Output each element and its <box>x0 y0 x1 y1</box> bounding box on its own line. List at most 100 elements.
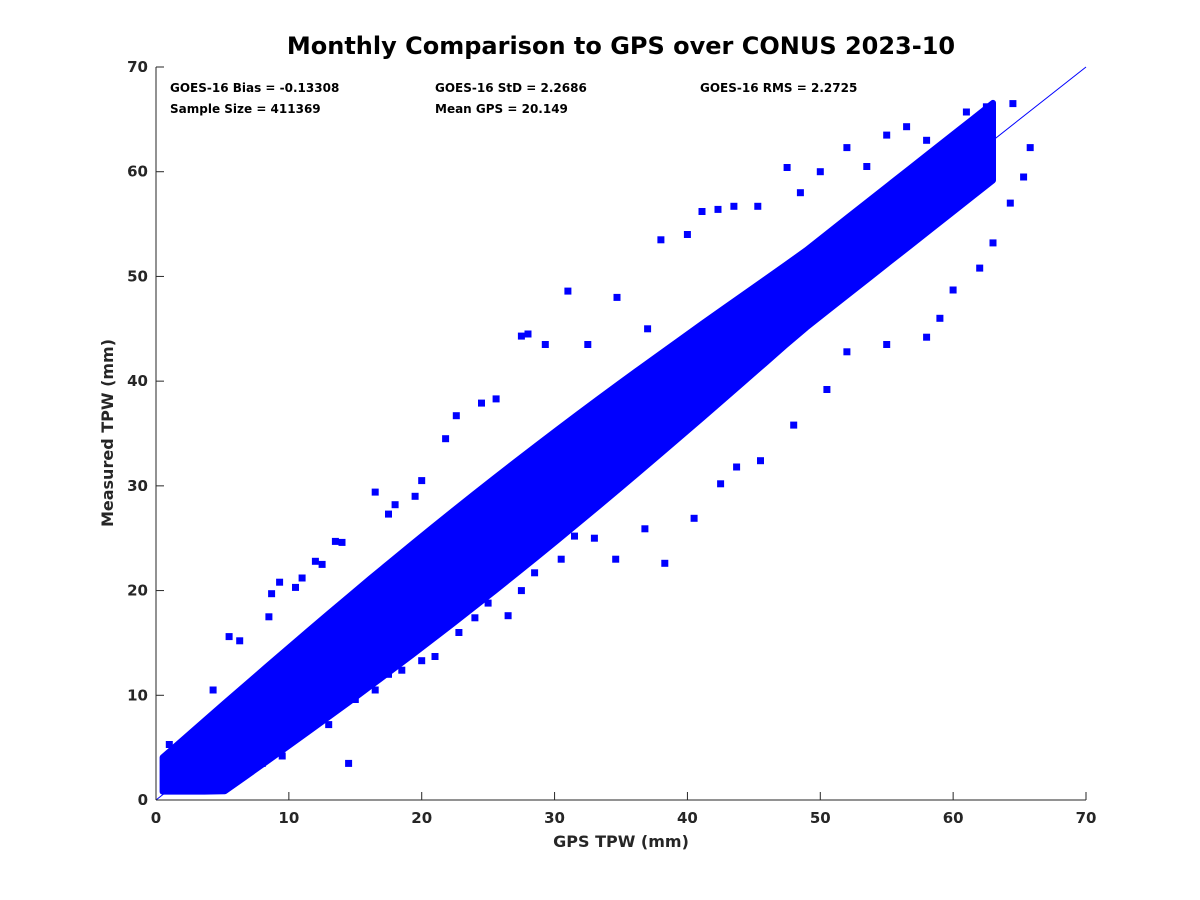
data-point <box>564 287 572 295</box>
data-point <box>504 612 512 620</box>
data-point <box>1026 144 1034 152</box>
x-axis-label: GPS TPW (mm) <box>553 832 689 851</box>
data-point <box>923 136 931 144</box>
data-point <box>644 325 652 333</box>
data-point <box>199 779 206 787</box>
data-point <box>455 629 463 636</box>
y-tick-label: 40 <box>127 372 148 390</box>
data-point <box>168 756 176 764</box>
y-tick-label: 20 <box>127 582 148 600</box>
y-axis-label: Measured TPW (mm) <box>98 339 117 527</box>
std-annotation: GOES-16 StD = 2.2686 <box>435 81 587 95</box>
data-point <box>172 746 180 754</box>
data-point <box>843 144 851 152</box>
data-point <box>783 164 791 171</box>
x-tick-label: 60 <box>943 809 964 827</box>
data-point <box>452 412 460 420</box>
y-tick-label: 70 <box>127 58 148 76</box>
data-point <box>165 741 173 748</box>
one-to-one-line <box>155 66 1087 801</box>
data-point <box>517 587 525 595</box>
data-point <box>431 653 439 660</box>
y-tick-label: 50 <box>127 267 148 285</box>
data-point <box>683 231 691 238</box>
data-point <box>351 696 359 703</box>
data-point <box>571 532 578 540</box>
data-point <box>225 633 233 641</box>
data-point <box>717 480 725 488</box>
data-point <box>657 236 665 244</box>
data-point <box>385 510 392 518</box>
data-point <box>982 103 990 111</box>
data-points <box>163 100 1034 791</box>
data-point <box>584 341 592 348</box>
data-point <box>757 457 764 465</box>
x-tick-label: 40 <box>677 809 698 827</box>
chart-title: Monthly Comparison to GPS over CONUS 202… <box>287 32 955 60</box>
data-point <box>218 775 226 783</box>
data-point <box>345 759 353 767</box>
data-point <box>754 202 762 210</box>
data-point <box>484 599 492 607</box>
data-point <box>517 332 525 340</box>
density-band-core <box>159 99 996 795</box>
data-point <box>613 293 621 301</box>
x-tick-label: 70 <box>1076 809 1097 827</box>
y-tick-label: 0 <box>138 791 148 809</box>
bias-annotation: GOES-16 Bias = -0.13308 <box>170 81 339 95</box>
data-point <box>989 239 997 247</box>
data-point <box>641 525 649 533</box>
data-point <box>816 168 824 176</box>
data-point <box>796 189 804 197</box>
data-point <box>209 686 217 694</box>
sample-size-annotation: Sample Size = 411369 <box>170 102 321 116</box>
data-point <box>698 208 706 215</box>
axes: 0 10 20 30 40 50 60 70 0 10 20 30 40 50 60 70 <box>127 58 1096 827</box>
data-point <box>949 286 957 294</box>
data-point <box>258 759 266 767</box>
data-point <box>557 555 565 563</box>
data-point <box>398 666 406 674</box>
data-point <box>1009 100 1017 108</box>
data-point <box>192 783 200 791</box>
data-point <box>298 574 306 582</box>
data-point <box>883 131 891 139</box>
data-point <box>531 569 539 577</box>
data-point <box>863 163 871 170</box>
data-point <box>276 578 284 586</box>
data-point <box>976 264 984 272</box>
data-point <box>541 341 549 348</box>
data-point <box>471 614 479 622</box>
rms-annotation: GOES-16 RMS = 2.2725 <box>700 81 857 95</box>
data-point <box>661 559 669 567</box>
data-point <box>278 752 286 760</box>
data-point <box>1006 199 1014 207</box>
data-point <box>903 123 911 131</box>
data-point <box>418 477 426 485</box>
data-point <box>305 725 313 733</box>
data-point <box>338 538 346 546</box>
density-band <box>159 99 996 795</box>
y-tick-label: 60 <box>127 163 148 181</box>
data-point <box>790 421 798 429</box>
data-point <box>590 534 598 542</box>
x-tick-label: 20 <box>411 809 432 827</box>
data-point <box>371 488 379 496</box>
data-point <box>492 395 500 403</box>
data-point <box>936 314 944 322</box>
data-point <box>962 108 970 116</box>
data-point <box>371 686 379 694</box>
data-point <box>1020 173 1028 181</box>
y-ticks: 0 10 20 30 40 50 60 70 <box>127 58 164 809</box>
x-tick-label: 30 <box>544 809 565 827</box>
data-point <box>236 637 244 645</box>
x-tick-label: 0 <box>151 809 161 827</box>
data-point <box>883 341 891 348</box>
data-point <box>411 492 419 500</box>
data-point <box>923 333 931 341</box>
x-ticks: 0 10 20 30 40 50 60 70 <box>151 792 1097 827</box>
data-point <box>331 537 339 545</box>
data-point <box>318 560 326 568</box>
data-point <box>163 771 171 779</box>
data-point <box>733 463 741 471</box>
